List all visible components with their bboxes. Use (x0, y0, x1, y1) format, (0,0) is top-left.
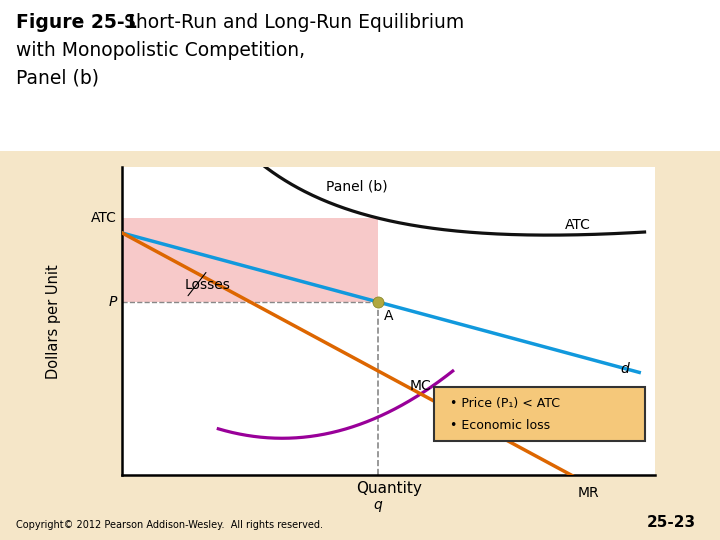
Text: Figure 25-1: Figure 25-1 (16, 14, 138, 32)
X-axis label: Quantity: Quantity (356, 481, 422, 496)
Text: d: d (621, 362, 629, 376)
Text: Panel (b): Panel (b) (326, 180, 387, 194)
Text: ATC: ATC (564, 218, 590, 232)
Text: MC: MC (410, 379, 432, 393)
Text: Copyright© 2012 Pearson Addison-Wesley.  All rights reserved.: Copyright© 2012 Pearson Addison-Wesley. … (16, 520, 323, 530)
FancyBboxPatch shape (434, 388, 644, 441)
Text: ATC: ATC (91, 211, 117, 225)
Text: P: P (109, 295, 117, 309)
Text: • Price (P₁) < ATC: • Price (P₁) < ATC (450, 397, 560, 410)
Text: Panel (b): Panel (b) (16, 69, 99, 87)
Text: MR: MR (577, 486, 600, 500)
Text: • Economic loss: • Economic loss (450, 419, 550, 432)
Text: 25-23: 25-23 (647, 515, 696, 530)
Text: with Monopolistic Competition,: with Monopolistic Competition, (16, 41, 305, 60)
Text: Short-Run and Long-Run Equilibrium: Short-Run and Long-Run Equilibrium (112, 14, 464, 32)
Text: Dollars per Unit: Dollars per Unit (45, 264, 60, 379)
Text: q: q (374, 498, 382, 512)
Bar (122, 218, 378, 302)
Text: A: A (384, 309, 393, 323)
Text: Losses: Losses (185, 278, 230, 292)
